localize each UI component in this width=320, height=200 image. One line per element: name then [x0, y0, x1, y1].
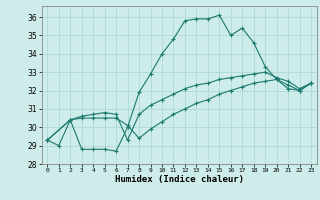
X-axis label: Humidex (Indice chaleur): Humidex (Indice chaleur): [115, 175, 244, 184]
